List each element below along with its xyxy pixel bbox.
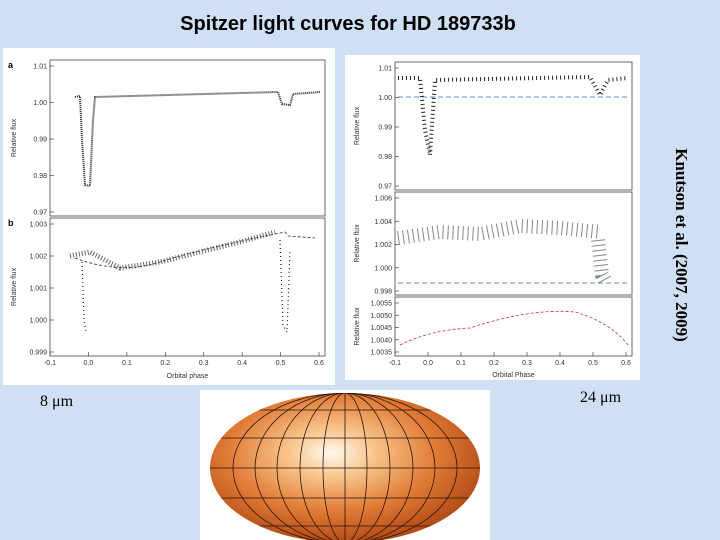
x-tick-label: 0.4 xyxy=(237,360,247,367)
panel-frame xyxy=(49,217,326,357)
x-tick-label: 0.1 xyxy=(456,360,466,367)
points xyxy=(397,218,613,286)
panel-letter: b xyxy=(8,218,14,228)
model-curve xyxy=(399,310,629,346)
y-tick-label: 0.97 xyxy=(33,210,47,217)
x-tick-label: 0.3 xyxy=(199,360,209,367)
y-tick-label: 0.999 xyxy=(29,350,47,357)
y-axis-label: Relative flux xyxy=(354,106,361,145)
x-tick-label: 0.0 xyxy=(423,360,433,367)
y-tick-label: 1.000 xyxy=(374,265,392,272)
y-tick-label: 1.0035 xyxy=(371,350,393,357)
x-tick-label: 0.0 xyxy=(84,360,94,367)
y-tick-label: 1.00 xyxy=(33,100,47,107)
curve xyxy=(74,231,316,268)
credit: Knutson et al. (2007, 2009) xyxy=(672,148,691,342)
curve xyxy=(74,90,321,188)
y-tick-label: 1.0040 xyxy=(371,337,393,344)
label-8um: 8 μm xyxy=(40,393,74,410)
y-tick-label: 1.002 xyxy=(374,242,392,249)
figure-8um-plots: 1.01 1.00 0.99 0.98 0.97 Relative flux a 1.003 1… xyxy=(8,59,326,380)
y-tick-label: 1.0045 xyxy=(371,325,393,332)
x-tick-label: 0.2 xyxy=(489,360,499,367)
points xyxy=(69,229,276,271)
y-axis-label: Relative flux xyxy=(11,118,18,157)
reference-line xyxy=(398,96,628,284)
panel-frame xyxy=(49,59,326,217)
x-tick-label: 0.2 xyxy=(160,360,170,367)
x-tick-label: 0.3 xyxy=(522,360,532,367)
x-axis-label: Orbital phase xyxy=(167,373,209,380)
panel-frame xyxy=(394,191,633,296)
y-tick-label: 1.004 xyxy=(374,219,392,226)
y-tick-label: 0.98 xyxy=(33,173,47,180)
y-tick-label: 1.01 xyxy=(33,64,47,71)
x-tick-label: 0.4 xyxy=(555,360,565,367)
slide-title: Spitzer light curves for HD 189733b xyxy=(180,13,516,35)
x-tick-label: 0.5 xyxy=(588,360,598,367)
panel-frame xyxy=(394,296,633,357)
panel-frame xyxy=(394,61,633,191)
x-axis-label: Orbital Phase xyxy=(492,372,535,379)
y-tick-label: 1.00 xyxy=(378,95,392,102)
y-axis-label: Relative flux xyxy=(11,267,18,306)
figure-24um xyxy=(345,55,640,380)
figure-8um xyxy=(3,48,335,385)
y-axis-label: Relative flux xyxy=(354,224,361,263)
y-tick-label: 0.97 xyxy=(378,184,392,191)
y-tick-label: 0.99 xyxy=(378,125,392,132)
panel-letter: a xyxy=(8,60,14,70)
figure-24um-plots: 1.01 1.00 0.99 0.98 0.97 Relative flux 1.006 1.… xyxy=(354,61,633,379)
x-tick-label: -0.1 xyxy=(44,360,56,367)
x-tick-label: 0.6 xyxy=(314,360,324,367)
y-axis-label: Relative flux xyxy=(354,307,361,346)
y-tick-label: 1.003 xyxy=(29,222,47,229)
y-tick-label: 1.002 xyxy=(29,254,47,261)
y-tick-label: 1.000 xyxy=(29,318,47,325)
y-tick-label: 0.99 xyxy=(33,137,47,144)
x-tick-label: 0.5 xyxy=(276,360,286,367)
x-tick-label: 0.6 xyxy=(621,360,631,367)
y-tick-label: 1.001 xyxy=(29,286,47,293)
x-tick-label: -0.1 xyxy=(389,360,401,367)
y-tick-label: 1.006 xyxy=(374,196,392,203)
label-24um: 24 μm xyxy=(580,389,622,406)
y-tick-label: 0.998 xyxy=(374,289,392,296)
y-tick-label: 1.0050 xyxy=(371,313,393,320)
y-tick-label: 0.98 xyxy=(378,154,392,161)
y-tick-label: 1.01 xyxy=(378,66,392,73)
y-tick-label: 1.0055 xyxy=(371,301,393,308)
x-tick-label: 0.1 xyxy=(122,360,132,367)
